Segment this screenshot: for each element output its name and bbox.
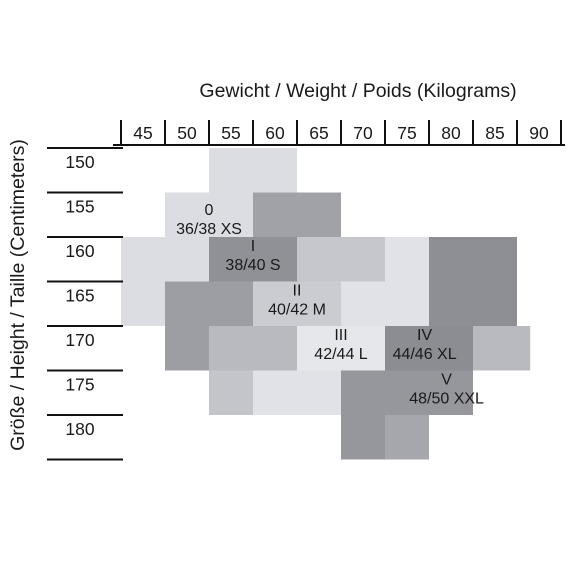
y-axis-title: Größe / Height / Taille (Centimeters) [7,139,29,451]
size-cell-20 [341,370,473,415]
size-label-eu: 36/38 XS [176,221,242,238]
height-tick-label: 175 [65,375,94,395]
height-tick-label: 155 [65,197,94,217]
size-cell-9 [165,281,253,326]
size-cell-5 [297,237,385,282]
height-tick-label: 150 [65,152,94,172]
cells-layer [121,148,531,460]
height-tick-label: 170 [65,330,94,350]
size-label-eu: 44/46 XL [393,346,457,363]
size-cell-7 [429,237,517,282]
weight-tick-label: 60 [265,123,285,143]
size-cell-11 [341,281,429,326]
weight-tick-label: 85 [485,123,504,143]
size-cell-8 [121,281,165,326]
weight-tick-label: 45 [133,123,152,143]
size-cell-1 [165,192,253,237]
size-label-eu: 42/44 L [314,346,367,363]
weight-tick-label: 70 [353,123,373,143]
size-cell-14 [209,326,297,371]
size-label-eu: 40/42 M [268,301,326,318]
size-label-roman: II [293,282,302,299]
size-labels-layer: 0 36/38 XS I 38/40 S II 40/42 M III 42/44 L IV 44… [176,202,484,407]
size-cell-6 [385,237,429,282]
size-cell-3 [121,237,209,282]
size-label-roman: III [334,327,347,344]
weight-tick-label: 65 [309,123,328,143]
size-label-roman: V [441,371,452,388]
size-cell-13 [165,326,209,371]
size-label-roman: I [251,238,255,255]
size-cell-2 [253,192,341,237]
size-cell-10 [253,281,341,326]
size-cell-15 [297,326,385,371]
size-label-eu: 38/40 S [225,257,280,274]
size-cell-19 [253,370,341,415]
size-label-eu: 48/50 XXL [409,390,484,407]
size-cell-12 [429,281,517,326]
size-cell-4 [209,237,297,282]
size-cell-21 [341,415,385,460]
x-axis-title: Gewicht / Weight / Poids (Kilograms) [199,80,516,102]
size-cell-17 [473,326,531,371]
height-tick-label: 180 [65,419,94,439]
height-tick-label: 160 [65,241,94,261]
weight-tick-label: 50 [177,123,197,143]
weight-tick-label: 55 [221,123,240,143]
weight-tick-label: 80 [441,123,461,143]
height-tick-label: 165 [65,286,94,306]
size-cell-22 [385,415,429,460]
size-cell-16 [385,326,473,371]
grid-layer: 45 50 55 60 65 70 75 80 85 90 150 155 160 165 170 175 18… [47,120,565,461]
weight-tick-label: 75 [397,123,416,143]
weight-tick-label: 90 [529,123,549,143]
size-label-roman: 0 [205,202,214,219]
size-cell-0 [209,148,297,193]
size-label-roman: IV [417,327,432,344]
size-cell-18 [209,370,253,415]
